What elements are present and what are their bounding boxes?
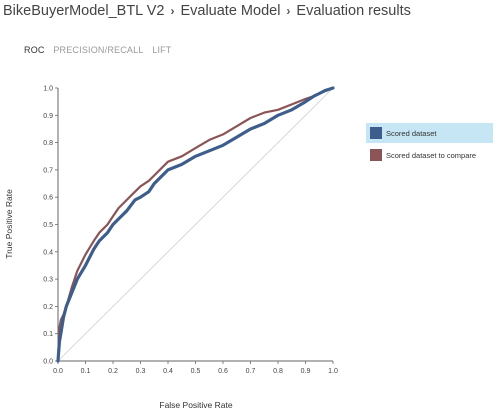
legend-item-scored-dataset[interactable]: Scored dataset — [366, 123, 493, 143]
y-tick-label: 0.4 — [43, 249, 53, 256]
legend-swatch — [370, 149, 382, 161]
x-tick-label: 0.6 — [218, 368, 228, 375]
legend-label: Scored dataset — [386, 128, 437, 138]
breadcrumb-item-model[interactable]: BikeBuyerModel_BTL V2 — [3, 3, 165, 19]
breadcrumb-item-evaluation-results: Evaluation results — [296, 3, 411, 19]
x-tick-label: 0.2 — [108, 368, 118, 375]
y-tick-label: 0.9 — [43, 113, 53, 120]
legend-swatch — [370, 127, 382, 139]
x-tick-label: 1.0 — [328, 368, 338, 375]
breadcrumb: BikeBuyerModel_BTL V2 › Evaluate Model ›… — [3, 3, 411, 19]
y-axis-title: True Positive Rate — [4, 189, 14, 259]
y-tick-label: 0.7 — [43, 167, 53, 174]
metric-tabs: ROC PRECISION/RECALL LIFT — [24, 45, 178, 55]
y-tick-label: 0.6 — [43, 195, 53, 202]
y-tick-label: 0.8 — [43, 140, 53, 147]
y-tick-label: 0.5 — [43, 222, 53, 229]
series-line-scored-dataset — [56, 86, 335, 363]
tab-precision-recall[interactable]: PRECISION/RECALL — [53, 45, 144, 55]
x-tick-label: 0.1 — [81, 368, 91, 375]
y-tick-label: 0.3 — [43, 277, 53, 284]
y-tick-label: 0.1 — [43, 331, 53, 338]
y-tick-label: 0.0 — [43, 359, 53, 366]
tab-roc[interactable]: ROC — [24, 45, 45, 55]
x-tick-label: 0.5 — [191, 368, 201, 375]
legend-label: Scored dataset to compare — [386, 150, 477, 160]
y-tick-label: 1.0 — [43, 86, 53, 93]
x-tick-label: 0.9 — [301, 368, 311, 375]
axes: 0.0 0.1 0.2 0.3 0.4 0.5 0.6 0.7 0.8 0.9 1.0 0.0 0.1 0… — [43, 86, 338, 376]
y-tick-label: 0.2 — [43, 304, 53, 311]
chevron-right-icon: › — [286, 4, 291, 18]
x-tick-label: 0.7 — [246, 368, 256, 375]
tab-lift[interactable]: LIFT — [152, 45, 172, 55]
legend-item-scored-dataset-to-compare[interactable]: Scored dataset to compare — [366, 145, 493, 165]
diagonal-reference-line — [57, 87, 334, 362]
x-tick-label: 0.0 — [53, 368, 63, 375]
x-tick-label: 0.3 — [136, 368, 146, 375]
series-layer — [56, 86, 335, 363]
x-axis-title: False Positive Rate — [159, 400, 232, 410]
x-tick-label: 0.8 — [273, 368, 283, 375]
x-tick-label: 0.4 — [163, 368, 173, 375]
chevron-right-icon: › — [170, 4, 175, 18]
series-line-scored-dataset-to-compare — [56, 86, 335, 363]
breadcrumb-item-evaluate-model[interactable]: Evaluate Model — [180, 3, 281, 19]
legend: Scored dataset Scored dataset to compare — [366, 123, 493, 167]
